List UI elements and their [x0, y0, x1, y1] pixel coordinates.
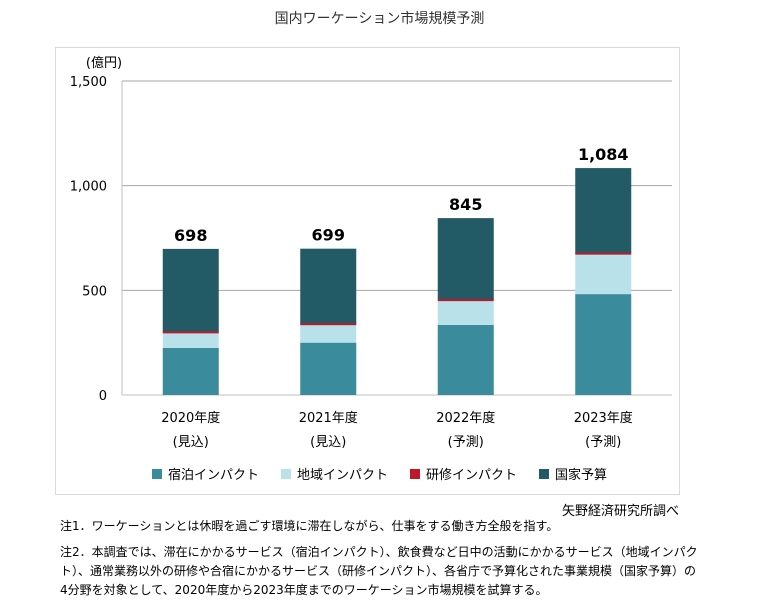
legend-swatch — [539, 468, 550, 479]
x-tick-sublabel: (予測) — [585, 435, 621, 450]
note-2: 注2．本調査では、滞在にかかるサービス（宿泊インパクト）、飲食費など日中の活動に… — [60, 545, 698, 597]
total-label: 845 — [449, 195, 482, 214]
x-tick-label: 2022年度 — [436, 410, 495, 426]
bar-segment — [162, 248, 219, 332]
bar-segment — [162, 330, 219, 334]
legend-swatch — [410, 468, 420, 479]
bar-segment — [162, 332, 219, 348]
legend-item: 地域インパクト — [280, 464, 388, 483]
bar-segment — [575, 254, 632, 295]
legend: 宿泊インパクト 地域インパクト 研修インパクト 国家予算 — [0, 464, 759, 483]
bar-segment — [437, 300, 494, 325]
note-1: 注1．ワーケーションとは休暇を過ごす環境に滞在しながら、仕事をする働き方全般を指… — [60, 519, 559, 533]
x-tick-label: 2020年度 — [161, 410, 220, 426]
legend-label: 研修インパクト — [426, 468, 518, 483]
x-tick-label: 2021年度 — [299, 410, 358, 426]
y-tick-label: 0 — [99, 389, 107, 404]
x-tick-sublabel: (予測) — [448, 435, 484, 450]
source-credit: 矢野経済研究所調べ — [561, 504, 679, 519]
legend-item: 国家予算 — [539, 464, 607, 483]
y-tick-label: 500 — [82, 284, 107, 299]
total-label: 698 — [174, 226, 207, 245]
bar-segment — [300, 248, 357, 324]
legend-swatch — [280, 468, 291, 479]
legend-label: 国家予算 — [555, 468, 608, 483]
total-label: 1,084 — [578, 145, 629, 164]
bar-segment — [437, 298, 494, 302]
x-tick-label: 2023年度 — [574, 410, 633, 426]
legend-label: 宿泊インパクト — [167, 468, 259, 483]
x-tick-sublabel: (見込) — [173, 435, 209, 450]
bar-segment — [300, 324, 357, 343]
bar-segment — [575, 294, 632, 395]
legend-swatch — [151, 468, 162, 479]
bar-segment — [575, 251, 632, 255]
y-tick-label: 1,000 — [70, 180, 107, 195]
bar-segment — [300, 322, 357, 326]
y-tick-label: 1,500 — [70, 75, 107, 90]
bar-segment — [162, 347, 219, 395]
bar-segment — [575, 168, 632, 253]
bar-segment — [437, 324, 494, 395]
chart-frame — [55, 47, 680, 495]
chart-title: 国内ワーケーション市場規模予測 — [274, 11, 485, 27]
bar-segment — [437, 218, 494, 300]
legend-item: 宿泊インパクト — [151, 464, 259, 483]
total-label: 699 — [312, 226, 345, 245]
legend-label: 地域インパクト — [296, 468, 388, 483]
y-axis-unit-label: (億円) — [86, 55, 122, 71]
bar-segment — [300, 342, 357, 395]
legend-item: 研修インパクト — [410, 464, 517, 483]
chart: 0 500 1,000 1,500 (億円) 698 2020年度 (見込) 699 2021年度… — [70, 55, 672, 450]
x-tick-sublabel: (見込) — [310, 435, 346, 450]
